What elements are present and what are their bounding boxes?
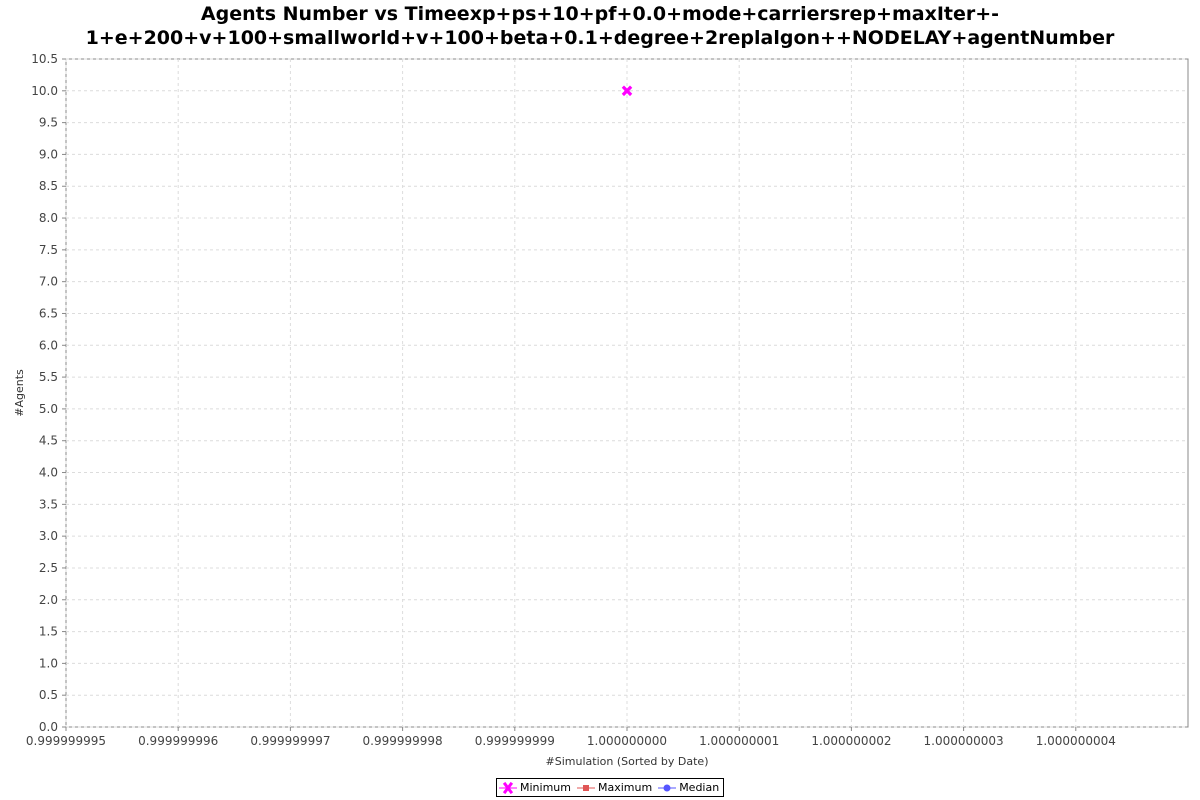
legend-marker-median-icon bbox=[658, 784, 677, 791]
y-tick-label: 7.5 bbox=[39, 243, 58, 257]
y-tick-label: 3.5 bbox=[39, 497, 58, 511]
y-tick-label: 8.0 bbox=[39, 211, 58, 225]
chart-title-line-1: Agents Number vs Timeexp+ps+10+pf+0.0+mo… bbox=[200, 3, 1000, 25]
x-tick-label: 0.999999996 bbox=[138, 734, 218, 748]
y-tick-label: 8.5 bbox=[39, 179, 58, 193]
y-tick-label: 7.0 bbox=[39, 275, 58, 289]
legend-label-maximum: Maximum bbox=[597, 781, 653, 794]
plot-area bbox=[65, 58, 1189, 728]
chart-title: Agents Number vs Timeexp+ps+10+pf+0.0+mo… bbox=[0, 2, 1200, 50]
y-tick-label: 5.0 bbox=[39, 402, 58, 416]
y-tick-label: 1.0 bbox=[39, 656, 58, 670]
legend-label-minimum: Minimum bbox=[520, 781, 571, 794]
y-tick-label: 4.5 bbox=[39, 434, 58, 448]
y-tick-label: 0.5 bbox=[39, 688, 58, 702]
legend-item-maximum: Maximum bbox=[576, 781, 653, 794]
x-tick-label: 1.000000002 bbox=[811, 734, 891, 748]
x-tick-label: 1.000000001 bbox=[699, 734, 779, 748]
y-tick-label: 6.5 bbox=[39, 306, 58, 320]
x-tick-label: 0.999999997 bbox=[250, 734, 330, 748]
data-point-minimum bbox=[621, 85, 633, 97]
x-tick-label: 0.999999995 bbox=[26, 734, 106, 748]
legend-marker-minimum-icon bbox=[499, 781, 517, 794]
x-axis-label: #Simulation (Sorted by Date) bbox=[546, 755, 709, 768]
x-tick-label: 1.000000000 bbox=[587, 734, 667, 748]
y-tick-label: 2.5 bbox=[39, 561, 58, 575]
axes bbox=[62, 58, 1077, 731]
legend-item-minimum: Minimum bbox=[499, 781, 571, 794]
legend-label-median: Median bbox=[679, 781, 720, 794]
x-tick-label: 0.999999999 bbox=[475, 734, 555, 748]
y-tick-label: 9.0 bbox=[39, 147, 58, 161]
y-tick-label: 10.0 bbox=[31, 84, 58, 98]
y-tick-label: 2.0 bbox=[39, 593, 58, 607]
legend-item-median: Median bbox=[658, 781, 719, 794]
y-tick-label: 5.5 bbox=[39, 370, 58, 384]
chart-legend: Minimum Maximum Median bbox=[496, 778, 725, 797]
grid-lines bbox=[65, 58, 1188, 728]
tick-labels: 0.0 0.5 1.0 1.5 2.0 2.5 3.0 3.5 4.0 4.5 5.0 5.5 6.0 6… bbox=[26, 52, 1116, 748]
chart-title-line-2: 1+e+200+v+100+smallworld+v+100+beta+0.1+… bbox=[85, 27, 1115, 49]
data-marks bbox=[621, 85, 633, 97]
y-tick-label: 10.5 bbox=[31, 52, 58, 66]
y-tick-label: 4.0 bbox=[39, 466, 58, 480]
x-tick-label: 0.999999998 bbox=[363, 734, 443, 748]
x-tick-label: 1.000000004 bbox=[1036, 734, 1116, 748]
y-tick-label: 6.0 bbox=[39, 338, 58, 352]
legend-marker-maximum-icon bbox=[576, 784, 595, 791]
x-tick-label: 1.000000003 bbox=[924, 734, 1004, 748]
y-tick-label: 9.5 bbox=[39, 116, 58, 130]
y-tick-label: 1.5 bbox=[39, 625, 58, 639]
y-axis-label: #Agents bbox=[13, 369, 26, 417]
y-tick-label: 3.0 bbox=[39, 529, 58, 543]
y-tick-label: 0.0 bbox=[39, 720, 58, 734]
